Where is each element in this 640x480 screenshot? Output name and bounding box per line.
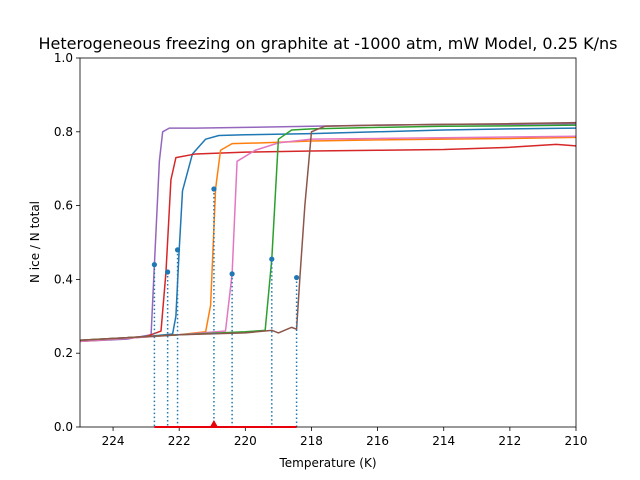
freezing-point-marker-7 xyxy=(294,275,299,280)
x-tick-label: 218 xyxy=(300,434,323,448)
x-axis-label: Temperature (K) xyxy=(278,456,376,470)
x-tick-label: 214 xyxy=(432,434,455,448)
y-tick-label: 0.2 xyxy=(54,346,73,360)
freezing-point-marker-1 xyxy=(152,262,157,267)
freezing-point-marker-6 xyxy=(269,257,274,262)
y-tick-label: 0.4 xyxy=(54,272,73,286)
x-tick-label: 222 xyxy=(168,434,191,448)
chart-title: Heterogeneous freezing on graphite at -1… xyxy=(39,34,618,53)
freezing-point-marker-2 xyxy=(165,269,170,274)
y-tick-label: 1.0 xyxy=(54,51,73,65)
x-tick-label: 216 xyxy=(366,434,389,448)
y-tick-label: 0.6 xyxy=(54,199,73,213)
x-tick-label: 224 xyxy=(102,434,125,448)
y-tick-label: 0.8 xyxy=(54,125,73,139)
y-axis-label: N ice / N total xyxy=(28,201,42,283)
x-tick-label: 212 xyxy=(498,434,521,448)
x-tick-label: 210 xyxy=(565,434,588,448)
y-tick-label: 0.0 xyxy=(54,420,73,434)
freezing-point-marker-3 xyxy=(175,247,180,252)
freezing-point-marker-5 xyxy=(230,271,235,276)
freezing-point-marker-4 xyxy=(211,186,216,191)
x-tick-label: 220 xyxy=(234,434,257,448)
